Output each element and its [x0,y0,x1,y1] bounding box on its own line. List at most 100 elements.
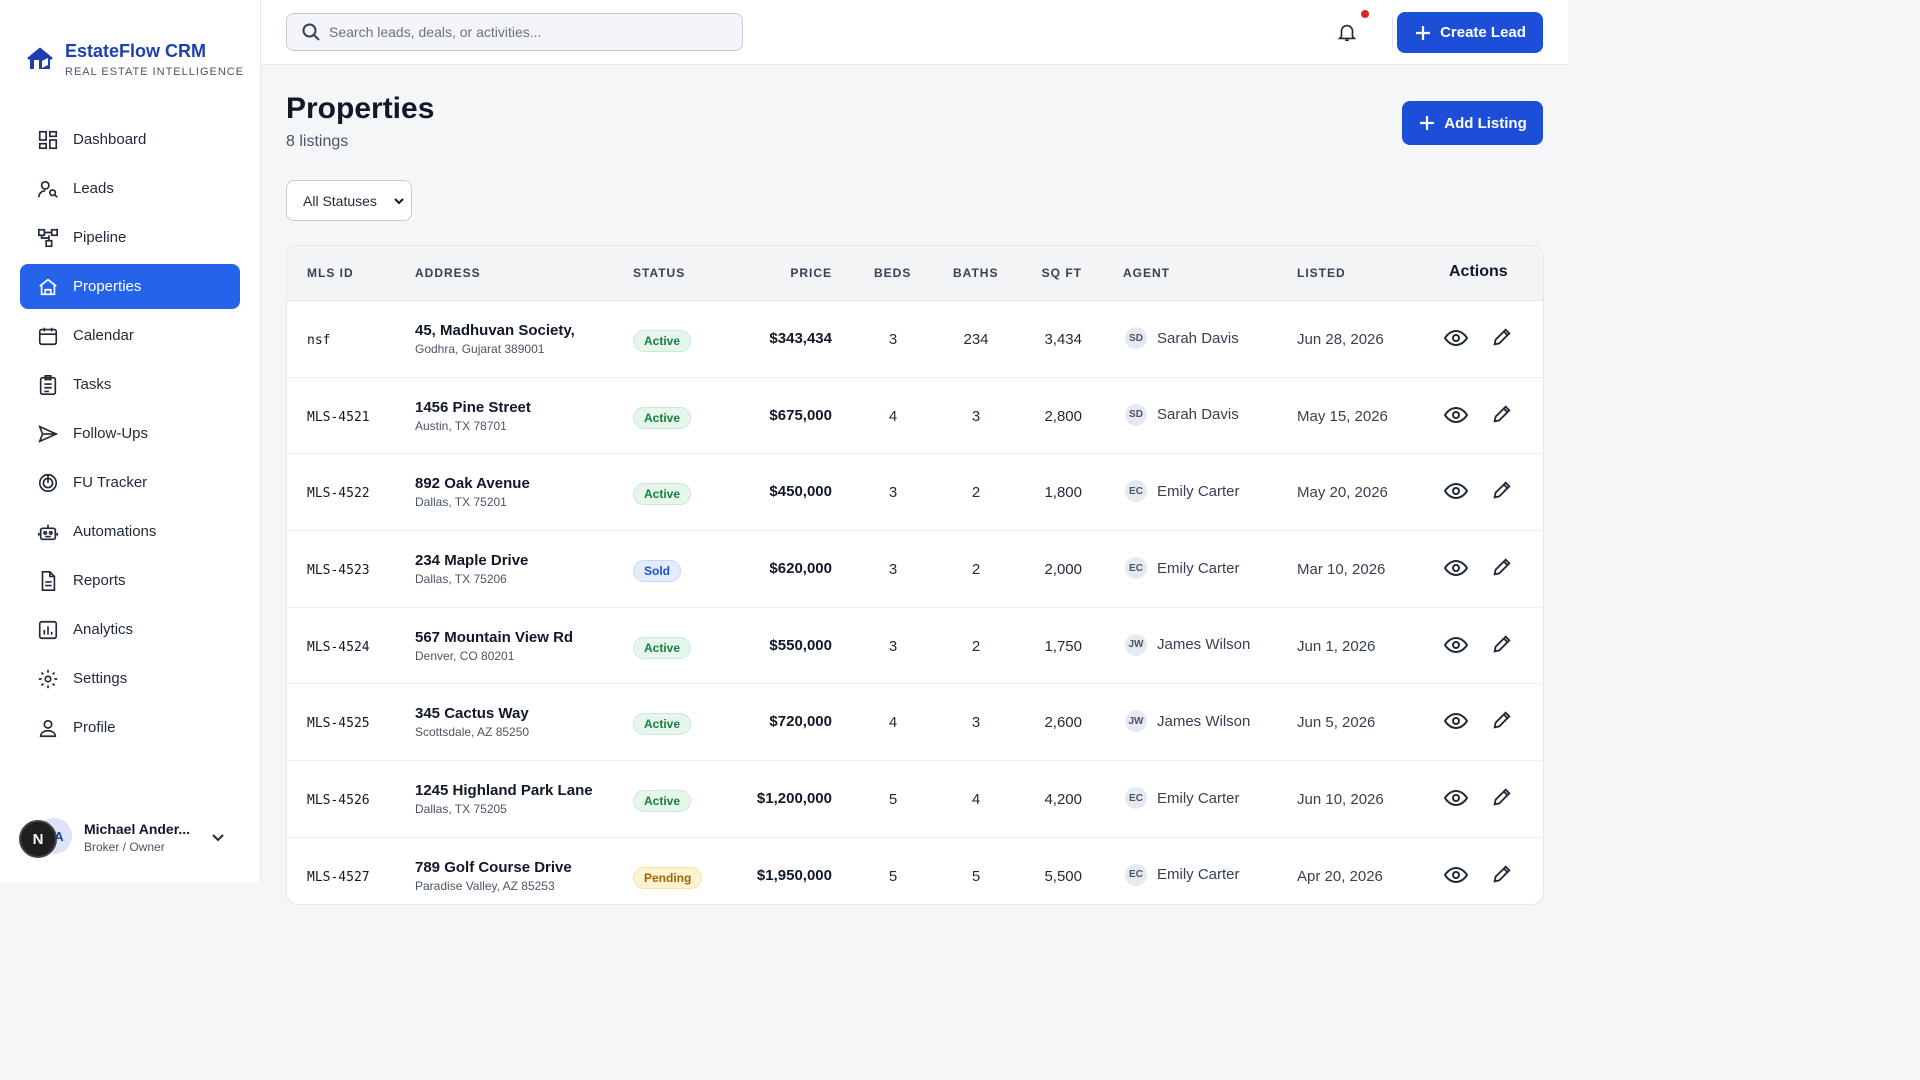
pencil-icon[interactable] [1491,403,1513,425]
sidebar-item-reports[interactable]: Reports [20,558,240,603]
sidebar-item-leads[interactable]: Leads [20,166,240,211]
brand[interactable]: EstateFlow CRM REAL ESTATE INTELLIGENCE [27,40,244,78]
agent: JW James Wilson [1125,633,1251,656]
sidebar-item-properties[interactable]: Properties [20,264,240,309]
table-row[interactable]: MLS-4524 567 Mountain View Rd Denver, CO… [287,608,1543,685]
sidebar-item-pipeline[interactable]: Pipeline [20,215,240,260]
eye-icon[interactable] [1444,633,1468,657]
eye-icon[interactable] [1444,556,1468,580]
sidebar-item-label: Settings [73,670,128,687]
agent-name: James Wilson [1157,712,1251,730]
beds: 4 [888,714,898,732]
house-logo-icon [27,47,53,69]
pencil-icon[interactable] [1491,863,1513,885]
column-header-status[interactable]: STATUS [633,266,686,280]
listed-date: Jun 5, 2026 [1297,714,1376,732]
robot-icon [38,524,58,540]
sidebar-item-calendar[interactable]: Calendar [20,313,240,358]
column-header-address[interactable]: ADDRESS [415,266,481,280]
pencil-icon[interactable] [1491,786,1513,808]
property-address: 234 Maple Drive [415,552,529,570]
avatar-badge: N [19,820,57,858]
table-row[interactable]: MLS-4523 234 Maple Drive Dallas, TX 7520… [287,531,1543,608]
eye-icon[interactable] [1444,403,1468,427]
beds: 3 [888,561,898,579]
sidebar-item-automations[interactable]: Automations [20,509,240,554]
table-row[interactable]: MLS-4525 345 Cactus Way Scottsdale, AZ 8… [287,684,1543,762]
sidebar-item-settings[interactable]: Settings [20,656,240,701]
agent-avatar: EC [1125,557,1147,580]
search-bar[interactable] [286,13,743,51]
agent: EC Emily Carter [1125,480,1240,503]
chart-icon [38,620,58,639]
column-header-baths[interactable]: BATHS [953,266,999,280]
agent: EC Emily Carter [1125,557,1240,580]
add-listing-button[interactable]: Add Listing [1402,101,1543,145]
baths: 234 [963,331,989,348]
sidebar-item-profile[interactable]: Profile [20,705,240,750]
price: $1,950,000 [756,866,832,884]
sidebar-item-label: Tasks [73,376,112,393]
pencil-icon[interactable] [1491,709,1513,731]
dashboard-icon [38,130,58,149]
agent-avatar: JW [1125,710,1147,733]
column-header-beds[interactable]: BEDS [874,266,912,280]
column-header-sqft[interactable]: SQ FT [1041,266,1082,280]
column-header-agent[interactable]: AGENT [1123,266,1170,280]
pencil-icon[interactable] [1491,556,1513,578]
price: $1,200,000 [756,790,832,808]
property-address: 789 Golf Course Drive [415,858,572,876]
table-row[interactable]: MLS-4526 1245 Highland Park Lane Dallas,… [287,761,1543,838]
baths: 3 [971,407,981,425]
listed-date: Jun 1, 2026 [1297,637,1376,655]
pencil-icon[interactable] [1491,633,1513,655]
mls-id: nsf [307,333,331,348]
column-header-listed[interactable]: LISTED [1297,266,1346,280]
mls-id: MLS-4521 [307,409,370,425]
sidebar-item-analytics[interactable]: Analytics [20,607,240,652]
status-badge: Active [633,636,692,659]
eye-icon[interactable] [1444,863,1468,887]
mls-id: MLS-4527 [307,869,370,885]
user-role: Broker / Owner [84,839,165,854]
sidebar-item-tasks[interactable]: Tasks [20,362,240,407]
mls-id: MLS-4522 [307,486,370,502]
sidebar-item-fu-tracker[interactable]: FU Tracker [20,460,240,505]
agent-name: Sarah Davis [1157,406,1239,424]
table-row[interactable]: MLS-4527 789 Golf Course Drive Paradise … [287,838,1543,904]
agent: EC Emily Carter [1125,787,1240,810]
sidebar-item-dashboard[interactable]: Dashboard [20,117,240,162]
leads-icon [38,180,58,198]
agent-name: James Wilson [1157,636,1251,654]
eye-icon[interactable] [1444,786,1468,810]
user-menu[interactable]: A N Michael Ander... Broker / Owner [18,812,243,862]
sqft: 1,800 [1044,484,1082,502]
pencil-icon[interactable] [1491,326,1513,348]
property-address: 892 Oak Avenue [415,475,530,493]
column-header-mls[interactable]: MLS ID [307,266,354,280]
eye-icon[interactable] [1444,326,1468,350]
table-row[interactable]: MLS-4522 892 Oak Avenue Dallas, TX 75201… [287,454,1543,532]
status-filter-select[interactable]: All Statuses [286,180,412,221]
search-input[interactable] [329,24,729,40]
chevron-down-icon [394,197,404,204]
sqft: 1,750 [1044,637,1082,655]
sidebar-item-follow-ups[interactable]: Follow-Ups [20,411,240,456]
search-icon [302,23,320,41]
eye-icon[interactable] [1444,479,1468,503]
table-row[interactable]: nsf 45, Madhuvan Society, Godhra, Gujara… [287,301,1543,378]
create-lead-button[interactable]: Create Lead [1397,12,1543,53]
eye-icon[interactable] [1444,709,1468,733]
chevron-down-icon[interactable] [210,829,226,845]
bell-icon[interactable] [1336,21,1358,43]
agent-avatar: SD [1125,403,1147,426]
price: $720,000 [769,713,832,731]
divider [1392,16,1393,48]
column-header-price[interactable]: PRICE [790,266,832,280]
pencil-icon[interactable] [1491,479,1513,501]
table-row[interactable]: MLS-4521 1456 Pine Street Austin, TX 787… [287,378,1543,455]
calendar-icon [38,327,58,345]
notification-dot [1361,10,1369,18]
property-city: Dallas, TX 75206 [415,572,507,587]
status-badge: Active [633,406,692,429]
